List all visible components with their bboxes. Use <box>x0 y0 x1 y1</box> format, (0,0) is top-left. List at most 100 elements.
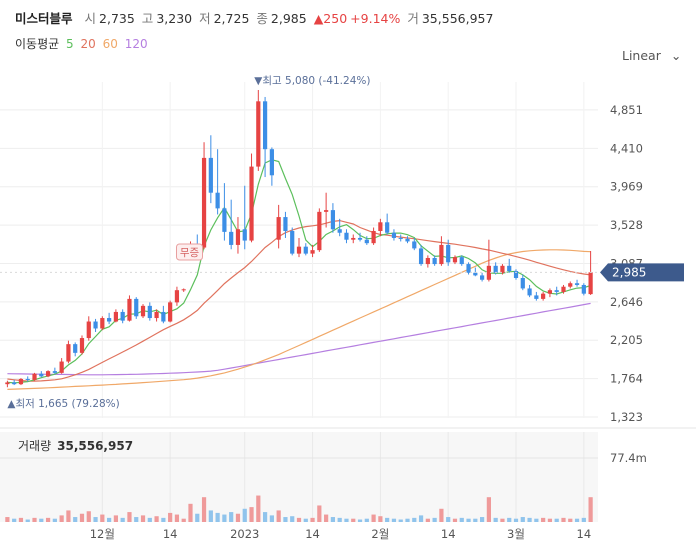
volume-bar <box>79 513 85 522</box>
y-tick-label: 3,528 <box>610 218 643 232</box>
candle <box>507 258 512 273</box>
candle-body <box>235 229 241 245</box>
candle-body <box>73 344 78 353</box>
candle <box>12 379 17 386</box>
low-label: 저 <box>199 11 211 26</box>
candle <box>418 244 424 266</box>
volume-bar <box>324 514 329 522</box>
volume-bar <box>12 518 17 522</box>
volume-bar <box>181 518 186 522</box>
volume-bar <box>527 517 532 522</box>
candle-body <box>269 149 274 176</box>
candle <box>249 153 254 243</box>
candle <box>527 284 532 298</box>
stock-header: 미스터블루 시 2,735 고 3,230 저 2,725 종 2,985 ▲250 +9… <box>15 8 496 27</box>
low-annotation: ▲최저 1,665 (79.28%) <box>7 398 119 410</box>
volume-bar <box>432 517 437 522</box>
candle <box>466 262 471 275</box>
volume-bar <box>446 517 451 522</box>
volume-bar <box>357 519 363 522</box>
candle <box>59 358 64 374</box>
candle <box>39 371 44 378</box>
candle-body <box>466 264 471 273</box>
volume-bar <box>93 517 98 522</box>
candle-body <box>513 271 519 279</box>
candle <box>201 142 207 250</box>
candle <box>303 243 308 256</box>
candle-body <box>229 231 234 245</box>
volume-bar <box>513 518 519 522</box>
volume-label: 거 <box>407 11 419 26</box>
ma60-line <box>7 249 591 390</box>
candle <box>45 370 51 378</box>
candle-body <box>541 293 546 299</box>
candle <box>357 232 363 242</box>
open-value: 2,735 <box>99 11 135 26</box>
volume-bar <box>86 511 91 522</box>
candle <box>588 251 593 295</box>
chevron-down-icon: ⌄ <box>670 48 682 63</box>
ma60-legend: 60 <box>102 37 118 51</box>
candle <box>256 90 261 171</box>
candle-body <box>86 321 91 339</box>
volume-bar <box>18 517 24 522</box>
candle <box>140 304 146 319</box>
candle <box>107 312 112 325</box>
candle-body <box>283 217 288 232</box>
candle-body <box>208 157 213 193</box>
volume-bar <box>473 518 478 522</box>
volume-bar <box>459 517 464 522</box>
candle-body <box>357 237 363 240</box>
candle-body <box>39 373 44 377</box>
volume-bar <box>439 508 444 522</box>
volume-bar <box>581 517 586 522</box>
candle <box>310 244 315 258</box>
candle <box>269 147 274 186</box>
volume-bar <box>39 518 44 522</box>
volume-bar <box>127 512 132 522</box>
volume-bar <box>547 518 553 522</box>
volume-bar <box>73 517 78 522</box>
candle-body <box>581 284 586 294</box>
candle-body <box>364 239 369 244</box>
candle <box>405 236 410 244</box>
volume-bar <box>330 517 336 522</box>
volume-bar <box>561 517 566 522</box>
candle-body <box>222 208 227 232</box>
candle-body <box>527 288 532 296</box>
candle-body <box>568 283 573 287</box>
volume-bar <box>290 516 295 522</box>
y-tick-label: 2,205 <box>610 333 643 347</box>
volume-bar <box>480 517 485 522</box>
x-tick-label: 14 <box>163 527 178 541</box>
candle-body <box>154 311 159 319</box>
volume-bar <box>493 517 498 522</box>
candle <box>86 316 91 341</box>
candle <box>174 286 180 306</box>
candle <box>581 283 586 296</box>
candle <box>276 204 281 249</box>
moving-average-legend[interactable]: 이동평균 5 20 60 120 <box>15 35 151 52</box>
scale-dropdown[interactable]: Linear ⌄ <box>622 48 681 63</box>
candle-body <box>93 321 98 329</box>
candle <box>324 192 329 228</box>
ma5-legend: 5 <box>66 37 74 51</box>
candle <box>534 291 539 301</box>
candle-body <box>418 248 424 265</box>
volume-bar <box>5 517 10 522</box>
volume-bar <box>554 518 559 522</box>
candle-body <box>574 283 580 285</box>
volume-bar <box>161 517 166 522</box>
candle <box>290 227 295 256</box>
candle <box>134 297 139 319</box>
candle-body <box>493 265 498 273</box>
candle <box>364 236 369 245</box>
volume-bar <box>500 518 505 522</box>
candle-body <box>242 229 247 241</box>
scale-label: Linear <box>622 48 661 63</box>
candle <box>561 284 566 294</box>
candle-body <box>310 250 315 254</box>
candle-body <box>79 338 85 353</box>
close-label: 종 <box>256 11 268 26</box>
